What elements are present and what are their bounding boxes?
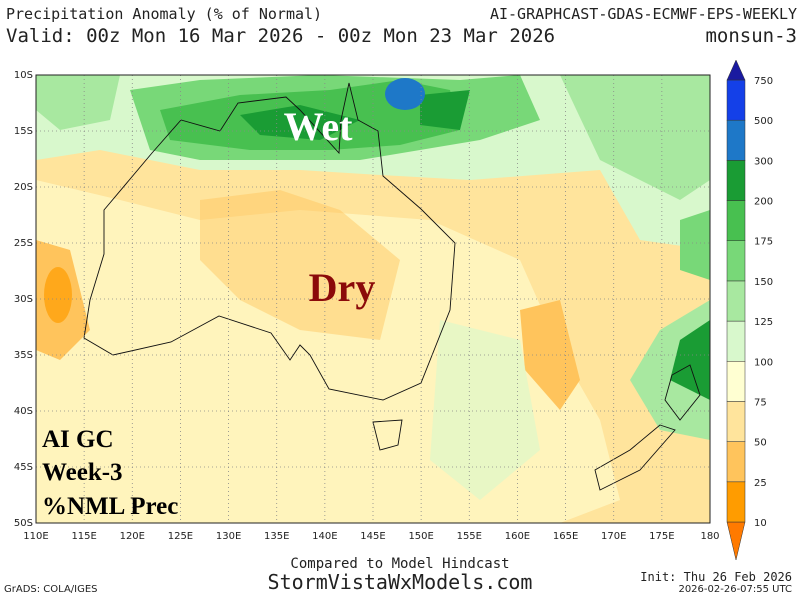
lon-label: 170E — [601, 531, 626, 542]
field — [200, 190, 400, 340]
coastline — [594, 364, 701, 491]
colorbar-label: 100 — [754, 357, 773, 368]
colorbar-label: 150 — [754, 277, 773, 288]
region: monsun-3 — [705, 25, 797, 47]
coastline — [83, 82, 456, 401]
lat-label: 30S — [14, 294, 33, 305]
annotation: Wet — [284, 104, 354, 149]
lon-label: 155E — [457, 531, 482, 542]
map: Wet Dry AI GC Week-3 %NML Prec — [35, 74, 711, 524]
lon-label: 145E — [360, 531, 385, 542]
colorbar-label: 75 — [754, 397, 767, 408]
colorbar-label: 200 — [754, 197, 773, 208]
colorbar-label: 500 — [754, 116, 773, 127]
lon-label: 135E — [264, 531, 289, 542]
colorbar-box — [726, 320, 746, 362]
colorbar-box — [726, 401, 746, 442]
field — [36, 75, 710, 200]
annotation: Dry — [309, 265, 376, 310]
field — [680, 210, 710, 280]
colorbar-label: 10 — [754, 518, 767, 529]
compared: Compared to Model Hindcast — [290, 556, 509, 572]
lat-label: 45S — [14, 462, 33, 473]
colorbar-box — [726, 361, 746, 402]
field — [670, 320, 710, 400]
lat-label: 35S — [14, 350, 33, 361]
field — [240, 90, 470, 140]
colorbar-label: 25 — [754, 478, 767, 489]
lon-label: 160E — [505, 531, 530, 542]
colorbar-box — [726, 481, 746, 523]
colorbar: 10 25 50 75 100 125 150 175 200 300 500 750 — [726, 59, 773, 561]
colorbar-box — [726, 240, 746, 282]
lat-label: 25S — [14, 238, 33, 249]
lat-label: 10S — [14, 70, 33, 81]
annotation: Week-3 — [42, 459, 123, 486]
lon-label: 180 — [700, 531, 719, 542]
stamp: 2026-02-26-07:55 UTC — [678, 584, 792, 595]
lat-label: 15S — [14, 126, 33, 137]
colorbar-box — [726, 280, 746, 322]
lat-label: 20S — [14, 182, 33, 193]
lon-label: 140E — [312, 531, 337, 542]
colorbar-box — [726, 79, 746, 121]
init: Init: Thu 26 Feb 2026 — [640, 570, 792, 584]
field — [520, 300, 580, 410]
lon-label: 130E — [216, 531, 241, 542]
colorbar-box — [726, 200, 746, 241]
lon-label: 125E — [168, 531, 193, 542]
lon-label: 115E — [71, 531, 96, 542]
colorbar-label: 50 — [754, 438, 767, 449]
grads: GrADS: COLA/IGES — [4, 584, 98, 595]
colorbar-box — [726, 441, 746, 483]
coastline — [372, 419, 403, 451]
lon-label: 165E — [553, 531, 578, 542]
lat-label: 50S — [14, 518, 33, 529]
title: Precipitation Anomaly (% of Normal) — [6, 5, 322, 23]
lon-label: 120E — [120, 531, 145, 542]
colorbar-label: 750 — [754, 76, 773, 87]
lat-label: 40S — [14, 406, 33, 417]
model: AI-GRAPHCAST-GDAS-ECMWF-EPS-WEEKLY — [490, 5, 797, 23]
colorbar-box — [726, 160, 746, 201]
lon-label: 110E — [23, 531, 48, 542]
annotation: AI GC — [42, 426, 114, 453]
lon-label: 150E — [408, 531, 433, 542]
colorbar-end — [726, 521, 746, 561]
colorbar-label: 175 — [754, 237, 773, 248]
colorbar-end — [726, 59, 746, 81]
field — [44, 267, 72, 323]
site: StormVistaWxModels.com — [268, 570, 533, 594]
colorbar-label: 125 — [754, 317, 773, 328]
colorbar-label: 300 — [754, 156, 773, 167]
colorbar-box — [726, 119, 746, 161]
lon-label: 175E — [649, 531, 674, 542]
field — [430, 320, 540, 500]
valid: Valid: 00z Mon 16 Mar 2026 - 00z Mon 23 … — [6, 25, 555, 47]
annotation: %NML Prec — [42, 493, 178, 520]
map-frame — [35, 74, 711, 524]
field — [385, 78, 425, 110]
